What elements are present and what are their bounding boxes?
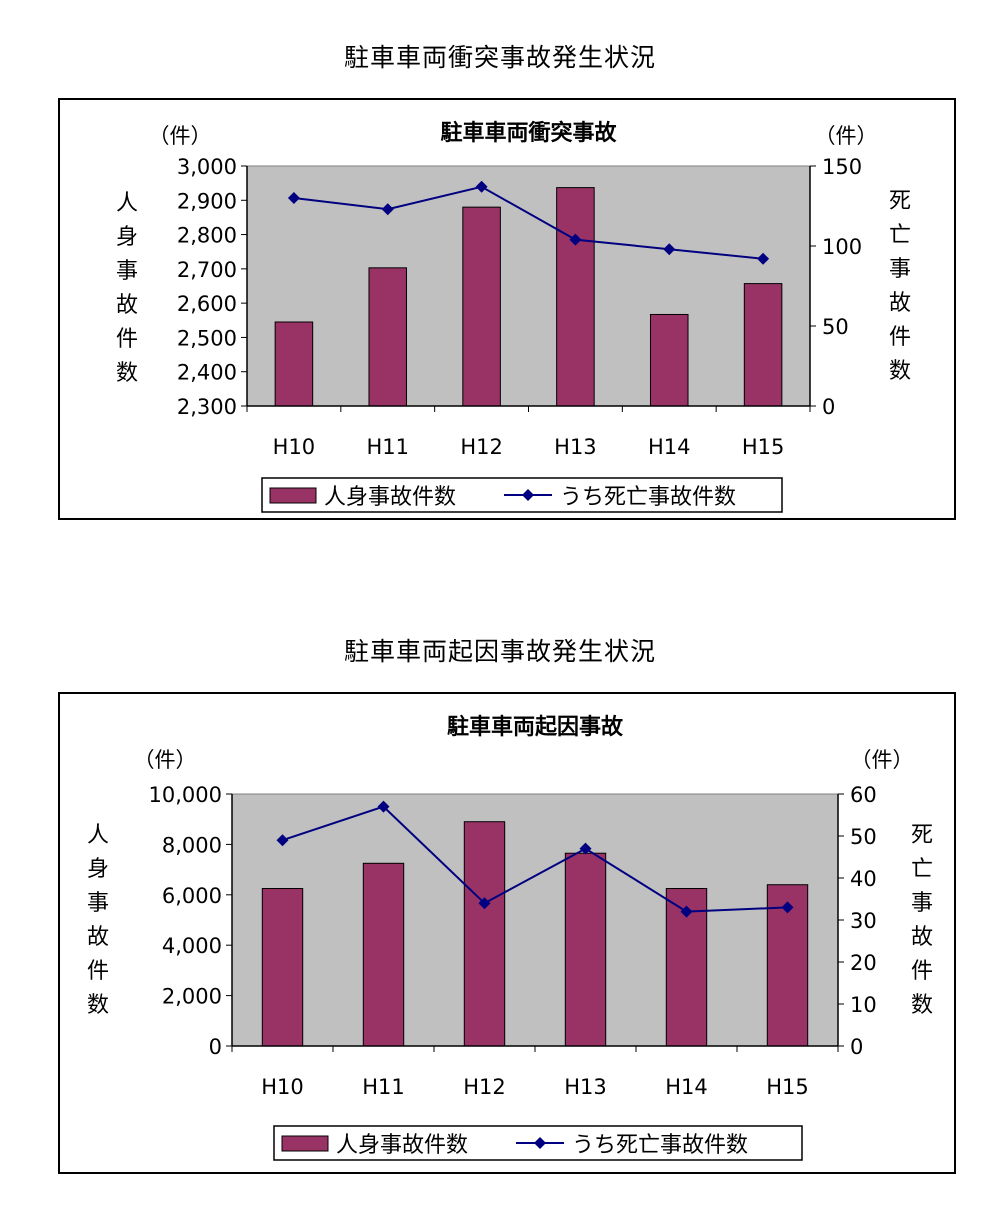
collision-x-tick-label: H10 [273,435,316,459]
caused-left-tick-label: 4,000 [162,934,222,958]
chart-collision: 駐車車両衝突事故 2,300 2,400 2,500 2,600 2,700 2,800 2,… [116,120,911,513]
collision-line-marker-H12 [475,180,488,193]
caused-right-unit-label: （件） [851,748,914,772]
collision-right-unit-label: （件） [815,124,878,148]
collision-right-axis-title: 死亡事故件数 [889,189,911,384]
collision-bar-H14 [649,313,689,407]
caused-x-tick-label: H12 [463,1075,506,1099]
caused-x-tick-label: H15 [766,1075,809,1099]
collision-x-tick-label: H12 [460,435,503,459]
collision-line-marker-H14 [663,243,676,256]
caused-left-tick-label: 6,000 [162,884,222,908]
caused-bar-H11 [362,862,405,1047]
caused-right-tick-label: 40 [850,867,877,891]
collision-legend-line-label: うち死亡事故件数 [560,485,736,510]
caused-right-axis-title: 死亡事故件数 [911,823,933,1018]
collision-x-tick-label: H13 [554,435,597,459]
caused-left-tick-label: 0 [209,1035,222,1059]
page-title-collision: 駐車車両衝突事故発生状況 [343,43,656,72]
collision-bar-H12 [462,206,501,407]
collision-legend-line-marker [522,489,534,501]
collision-line-marker-H11 [381,203,394,216]
collision-left-axis-title: 人身事故件数 [116,191,138,386]
collision-left-tick-label: 2,300 [177,395,237,419]
collision-x-tick-label: H15 [742,435,785,459]
collision-left-tick-label: 3,000 [177,155,237,179]
caused-legend-bar-label: 人身事故件数 [336,1133,468,1158]
caused-line-marker-H14 [680,905,693,918]
caused-bar-H12 [463,821,506,1047]
caused-right-tick-label: 50 [850,825,877,849]
collision-line-marker-H10 [287,192,300,204]
collision-left-tick-label: 2,700 [177,258,237,282]
caused-left-axis-title: 人身事故件数 [87,823,109,1018]
collision-x-tick-label: H11 [366,435,409,459]
collision-x-tick-label: H14 [648,435,691,459]
collision-legend-bar-swatch [269,487,317,504]
caused-legend-line-label: うち死亡事故件数 [572,1133,748,1158]
collision-legend-bar-label: 人身事故件数 [324,485,456,510]
collision-bar-H13 [556,187,595,407]
caused-line-series [282,805,788,913]
collision-left-tick-label: 2,400 [177,361,237,385]
collision-line-marker-H15 [757,252,770,265]
caused-x-tick-label: H14 [665,1075,708,1099]
collision-left-tick-label: 2,800 [177,224,237,248]
caused-x-tick-label: H13 [564,1075,607,1099]
collision-right-tick-label: 100 [822,235,862,259]
collision-left-tick-label: 2,500 [177,326,237,350]
caused-left-unit-label: （件） [134,748,197,772]
collision-left-unit-label: （件） [149,124,212,148]
chart-caused: 駐車車両起因事故 0 2,000 4,000 6,000 8,000 10,000 0 10 20… [87,714,933,1161]
caused-left-tick-label: 10,000 [149,783,222,807]
caused-left-tick-label: 2,000 [162,985,222,1009]
collision-right-tick-label: 50 [822,315,849,339]
caused-chart-title: 駐車車両起因事故 [447,714,624,740]
chart-frame-caused: 駐車車両起因事故 0 2,000 4,000 6,000 8,000 10,000 0 10 20… [58,692,956,1174]
caused-right-tick-label: 0 [850,1035,863,1059]
page-title-caused: 駐車車両起因事故発生状況 [343,637,656,666]
caused-right-tick-label: 60 [850,783,877,807]
caused-line-marker-H15 [781,901,794,914]
caused-plot-area [231,793,839,1047]
collision-bar-H15 [743,283,783,407]
collision-chart-title: 駐車車両衝突事故 [440,120,617,146]
caused-bar-H10 [261,888,304,1047]
collision-bar-H11 [368,267,408,407]
caused-right-tick-label: 30 [850,909,877,933]
caused-line-marker-H12 [478,897,491,910]
caused-legend-bar-swatch [281,1135,329,1152]
caused-bar-H13 [564,852,607,1047]
caused-left-tick-label: 8,000 [162,833,222,857]
collision-left-tick-label: 2,900 [177,189,237,213]
caused-x-tick-label: H11 [362,1075,405,1099]
collision-right-tick-label: 150 [822,155,862,179]
collision-plot-area [246,165,811,407]
collision-right-tick-label: 0 [822,395,835,419]
collision-left-tick-label: 2,600 [177,292,237,316]
caused-line-marker-H13 [579,842,592,855]
caused-legend-line-marker [534,1137,546,1149]
caused-line-marker-H10 [276,834,289,847]
caused-right-tick-label: 20 [850,951,877,975]
collision-line-marker-H13 [569,233,582,246]
caused-bar-H14 [665,888,708,1047]
collision-line-series [293,185,764,260]
caused-line-marker-H11 [377,800,390,813]
chart-frame-collision: 駐車車両衝突事故 2,300 2,400 2,500 2,600 2,700 2,800 2,… [58,98,956,520]
collision-bar-H10 [274,321,314,407]
caused-x-tick-label: H10 [261,1075,304,1099]
caused-right-tick-label: 10 [850,993,877,1017]
